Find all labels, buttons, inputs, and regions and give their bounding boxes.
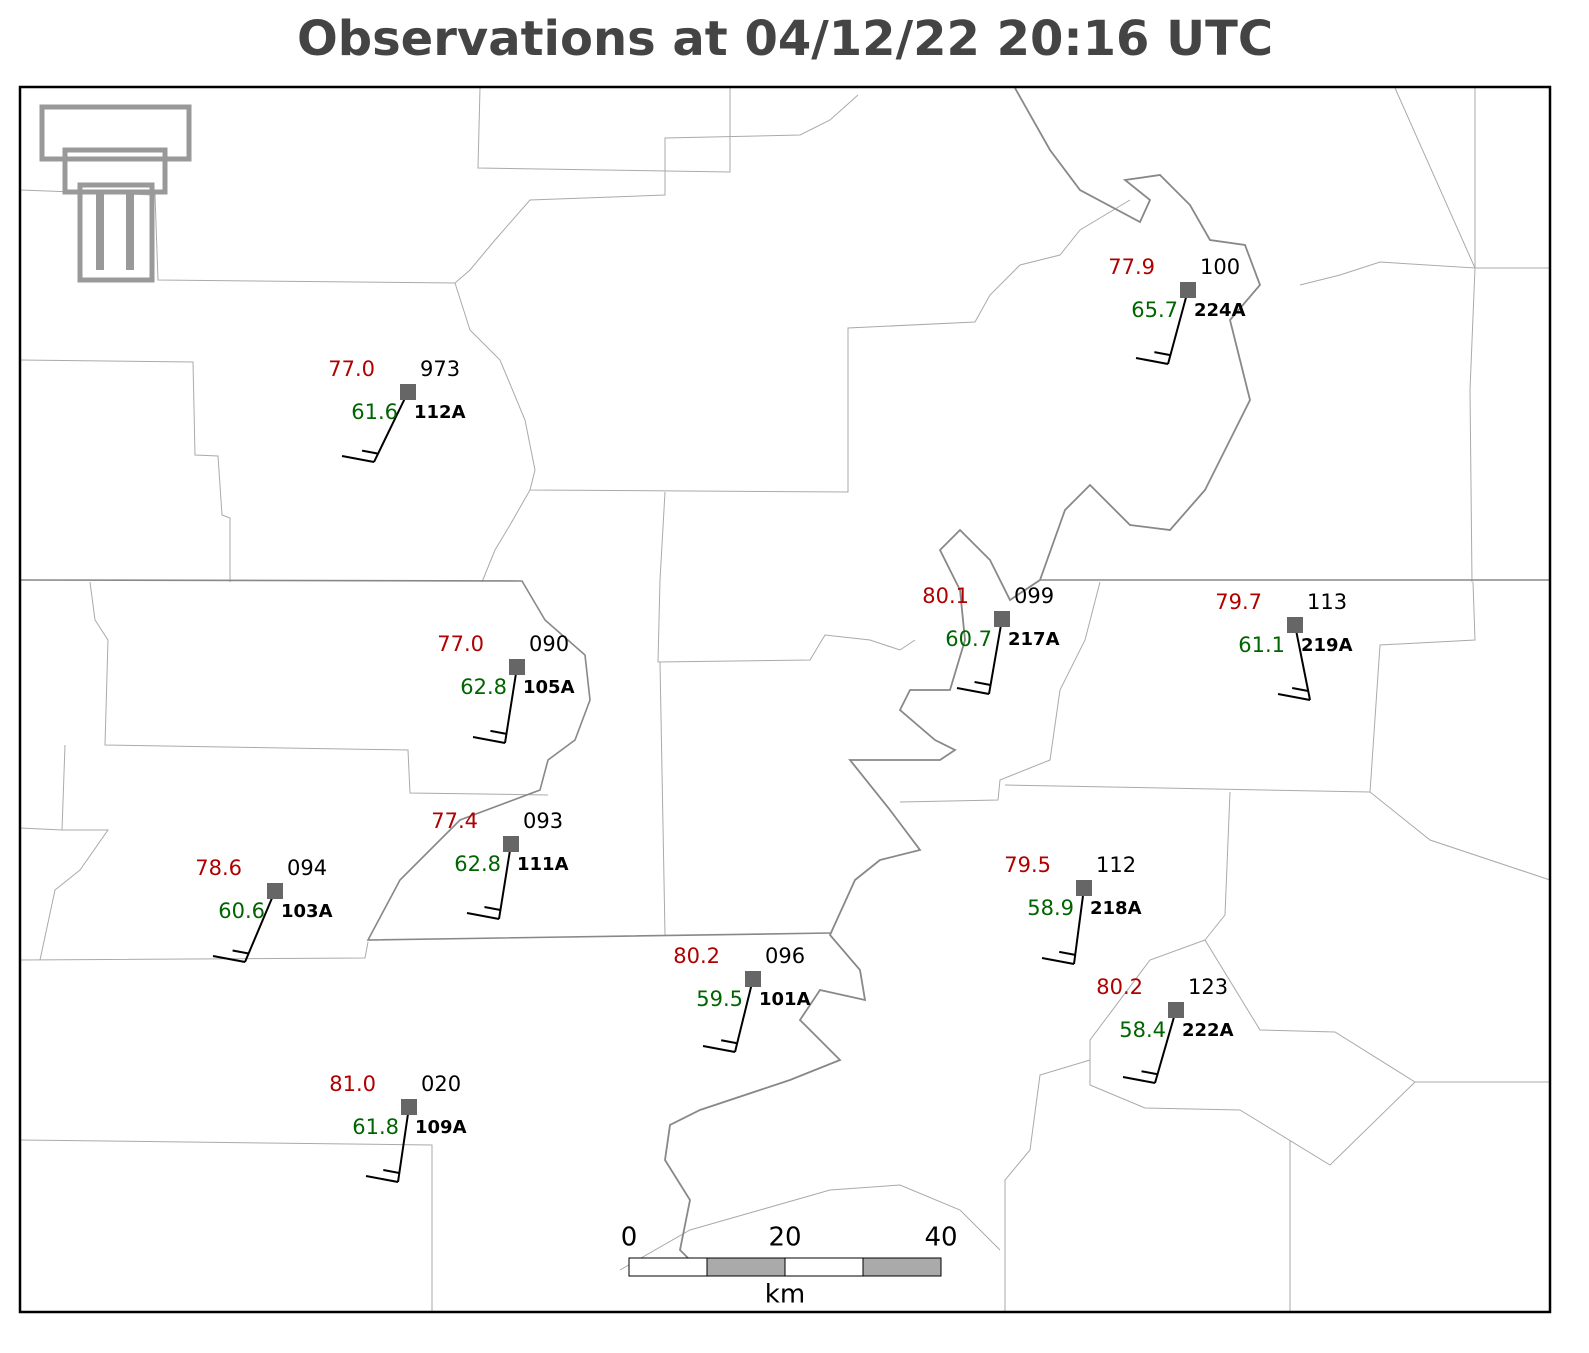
pressure: 113 [1307, 590, 1347, 614]
wind-staff [504, 666, 518, 744]
station-marker [1076, 880, 1092, 896]
temperature: 77.0 [328, 357, 375, 381]
map-frame [18, 85, 1552, 1314]
pressure: 020 [421, 1072, 461, 1096]
wind-barb [361, 449, 379, 455]
dewpoint: 62.8 [460, 675, 507, 699]
dewpoint: 58.4 [1119, 1018, 1166, 1042]
pressure: 090 [529, 632, 569, 656]
station-plots: 77.0 973 61.6 112A 77.9 100 65.7 224A 80.1 099 60.… [195, 255, 1353, 1183]
station-id: 219A [1301, 635, 1353, 656]
station-marker [1168, 1002, 1184, 1018]
station-marker [267, 883, 283, 899]
wind-barb [974, 681, 991, 686]
wind-staff [1154, 1009, 1177, 1084]
wind-barb [484, 906, 501, 911]
station-marker [745, 971, 761, 987]
map-title: Observations at 04/12/22 20:16 UTC [297, 11, 1273, 67]
temperature: 79.7 [1215, 590, 1262, 614]
wind-barb [365, 1175, 399, 1183]
wind-barb [720, 1039, 738, 1045]
dewpoint: 62.8 [454, 852, 501, 876]
station-marker [509, 659, 525, 675]
wind-barb [341, 455, 375, 463]
station-marker [503, 836, 519, 852]
wind-barb [1122, 1076, 1156, 1084]
wind-barb [1135, 357, 1169, 365]
dewpoint: 59.5 [696, 987, 743, 1011]
wind-barb [383, 1169, 400, 1174]
dewpoint: 60.6 [218, 899, 265, 923]
wind-staff [988, 618, 1003, 695]
station-id: 112A [414, 402, 466, 423]
wind-barb [1292, 687, 1309, 692]
pressure: 096 [765, 944, 805, 968]
wind-barb [466, 912, 500, 920]
wind-barb [1041, 957, 1075, 965]
wind-barb [1141, 1070, 1158, 1076]
wind-barb [232, 949, 249, 955]
station-id: 101A [759, 989, 811, 1010]
wind-staff [397, 1106, 410, 1183]
temperature: 81.0 [329, 1072, 376, 1096]
pressure: 112 [1096, 853, 1136, 877]
wind-staff [244, 890, 276, 963]
pressure: 099 [1014, 584, 1054, 608]
logo [39, 104, 192, 283]
dewpoint: 61.6 [351, 400, 398, 424]
wind-staff [1073, 887, 1085, 965]
wind-barb [1154, 351, 1171, 357]
temperature: 77.9 [1108, 255, 1155, 279]
wind-barb [956, 687, 990, 695]
wind-staff [1167, 289, 1189, 365]
wind-barb [702, 1045, 736, 1053]
temperature: 77.4 [431, 809, 478, 833]
wind-barb [472, 736, 506, 744]
scale-bar: 0 20 40 km [621, 1223, 958, 1310]
scale-unit: km [765, 1280, 805, 1310]
basemap [19, 87, 1551, 1312]
dewpoint: 61.1 [1238, 633, 1285, 657]
dewpoint: 60.7 [945, 627, 992, 651]
station-id: 224A [1194, 300, 1246, 321]
wind-barb [490, 729, 507, 735]
station-id: 109A [415, 1117, 467, 1138]
pressure: 123 [1188, 975, 1228, 999]
pressure: 100 [1200, 255, 1240, 279]
wind-staff [1294, 624, 1311, 701]
temperature: 78.6 [195, 856, 242, 880]
wind-staff [498, 843, 512, 920]
pressure: 094 [287, 856, 327, 880]
station-marker [994, 611, 1010, 627]
station-marker [400, 384, 416, 400]
station-id: 105A [523, 677, 575, 698]
station-id: 111A [517, 854, 569, 875]
scale-label: 0 [621, 1223, 638, 1253]
temperature: 80.2 [673, 944, 720, 968]
dewpoint: 58.9 [1027, 896, 1074, 920]
station-id: 222A [1182, 1020, 1234, 1041]
scale-label: 20 [768, 1223, 801, 1253]
wind-barb [1059, 950, 1076, 956]
temperature: 79.5 [1004, 853, 1051, 877]
pressure: 093 [523, 809, 563, 833]
station-id: 103A [281, 901, 333, 922]
station-id: 218A [1090, 898, 1142, 919]
wind-staff [373, 391, 409, 463]
station-marker [401, 1099, 417, 1115]
wind-barb [212, 955, 246, 963]
temperature: 80.2 [1096, 975, 1143, 999]
wind-staff [734, 978, 754, 1053]
temperature: 77.0 [437, 632, 484, 656]
pressure: 973 [420, 357, 460, 381]
temperature: 80.1 [922, 584, 969, 608]
station-marker [1180, 282, 1196, 298]
wind-barb [1277, 693, 1311, 701]
scale-label: 40 [924, 1223, 957, 1253]
dewpoint: 61.8 [352, 1115, 399, 1139]
dewpoint: 65.7 [1131, 298, 1178, 322]
station-marker [1287, 617, 1303, 633]
station-id: 217A [1008, 629, 1060, 650]
